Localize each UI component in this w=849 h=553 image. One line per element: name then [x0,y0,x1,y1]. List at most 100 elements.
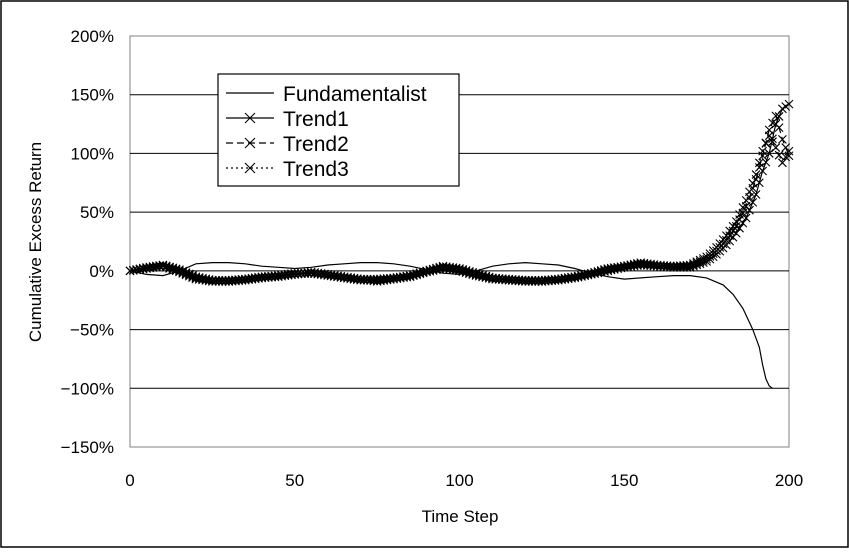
series-point [458,265,468,274]
series-point [221,276,230,286]
series-point [296,268,306,278]
series-point [346,273,356,283]
y-axis-label: Cumulative Excess Return [26,142,45,342]
series-point [455,264,464,273]
series-point [738,203,748,212]
series-layer [125,99,794,389]
series-point [158,260,168,270]
series-point [300,268,310,278]
series-point [761,139,771,148]
x-tick-label: 150 [610,471,638,490]
series-point [652,260,662,270]
series-point [171,264,181,274]
series-point [507,275,517,285]
series-point [517,275,527,285]
series-point [343,273,352,283]
series-point [768,118,777,128]
series-point [679,261,688,270]
series-point [748,197,758,207]
series-point [211,277,221,286]
series-point [214,276,224,286]
series-point [303,268,313,278]
series-point [461,265,471,275]
y-tick-label: 150% [71,86,114,105]
series-point [722,231,731,241]
series-point [287,269,296,279]
series-point [428,264,438,274]
series-point [306,268,316,278]
series-point [481,271,491,281]
series-point [207,275,217,285]
series-point [725,226,735,236]
series-point [534,276,543,286]
legend-label: Fundamentalist [283,83,427,106]
series-point [662,261,672,271]
series-point [405,271,415,280]
series-point [527,276,537,286]
series-point [583,269,593,279]
series-point [339,273,349,283]
series-point [758,146,768,156]
series-point [372,275,382,285]
series-point [369,276,379,286]
legend-label: Trend3 [283,158,349,181]
y-tick-label: 100% [71,144,114,163]
series-point [586,268,596,278]
series-point [264,271,273,281]
y-tick-label: −50% [70,321,114,340]
series-point [748,178,758,188]
series-point [672,261,682,271]
legend-marker [244,112,256,124]
legend-label: Trend1 [283,108,349,131]
series-point [593,266,603,276]
series-point [778,158,787,168]
series-point [735,210,744,219]
series-point [435,262,445,272]
series-point [751,170,761,179]
series-point [504,275,514,285]
series-point [741,196,751,205]
series-point [754,158,764,168]
series-point [168,263,178,273]
y-tick-label: −100% [61,379,114,398]
y-tick-label: −150% [61,438,114,457]
series-point [408,270,418,280]
series-point [656,260,665,270]
series-point [521,275,530,285]
series-point [412,269,422,279]
x-tick-label: 200 [775,471,803,490]
series-point [425,265,435,275]
x-tick-label: 50 [285,471,304,490]
series-point [784,146,794,156]
y-axis-ticks: 200% 150% 100% 50% 0% −50% −100% −150% [61,27,114,457]
x-tick-label: 100 [445,471,473,490]
series-point [464,266,474,276]
series-point [781,152,791,162]
x-axis-ticks: 0 50 100 150 200 [125,471,803,490]
series-point [771,143,781,152]
series-point [217,276,227,286]
series-point [260,272,270,281]
series-point [728,221,738,231]
series-point [675,261,685,271]
series-point [422,266,431,276]
legend-marker [244,137,256,149]
series-point [316,269,326,279]
series-point [778,134,787,144]
series-point [731,217,741,226]
y-tick-label: 0% [89,262,114,281]
series-point [659,261,669,270]
series-point [155,261,165,270]
series-point [267,271,277,281]
series-point [596,265,606,275]
legend-label: Trend2 [283,133,349,156]
series-point [784,99,794,109]
series-point [682,260,692,270]
series-point [471,268,481,278]
y-tick-label: 200% [71,27,114,46]
series-line [129,261,773,389]
series-point [211,276,221,285]
series-point [478,270,487,280]
